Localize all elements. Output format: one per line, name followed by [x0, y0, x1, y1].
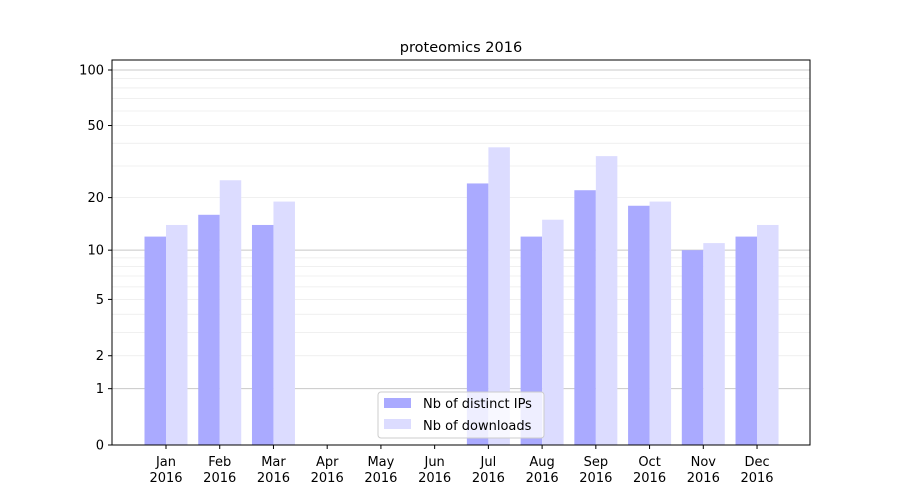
y-tick-label: 100	[79, 64, 104, 79]
x-tick-label-year: 2016	[526, 471, 559, 486]
legend-label-downloads: Nb of downloads	[423, 419, 532, 434]
y-axis: 0 1 2 5 10 20 50 100	[79, 64, 112, 454]
x-axis: Jan2016Feb2016Mar2016Apr2016May2016Jun20…	[149, 445, 774, 486]
bar-downloads	[649, 201, 672, 445]
legend-box	[377, 391, 545, 439]
axes-frame	[111, 59, 811, 446]
y-tick-label: 0	[96, 439, 104, 454]
x-tick-label-month: May	[367, 455, 394, 470]
y-tick-label: 1	[96, 382, 104, 397]
x-tick-label-month: Nov	[691, 455, 717, 470]
y-tick-label: 5	[96, 293, 104, 308]
bar-distinct-ips	[735, 236, 758, 445]
x-tick-label-year: 2016	[364, 471, 397, 486]
bar-distinct-ips	[251, 224, 274, 445]
x-tick-label-month: Mar	[261, 455, 286, 470]
bar-downloads	[166, 224, 188, 445]
x-tick-label-month: Aug	[529, 455, 554, 470]
x-tick-label-year: 2016	[257, 471, 290, 486]
x-tick-label-year: 2016	[311, 471, 344, 486]
legend-swatch-downloads	[384, 419, 411, 429]
bar-distinct-ips	[466, 183, 489, 446]
y-tick-label: 50	[87, 119, 104, 134]
bar-downloads	[488, 147, 510, 445]
x-tick-label-year: 2016	[740, 471, 773, 486]
x-tick-label-month: Oct	[638, 455, 660, 470]
y-tick-label: 20	[87, 191, 104, 206]
x-tick-label-month: Jan	[155, 455, 176, 470]
bar-distinct-ips	[628, 205, 650, 445]
x-tick-label-month: Feb	[208, 455, 231, 470]
x-tick-label-year: 2016	[149, 471, 182, 486]
x-tick-label-month: Sep	[584, 455, 609, 470]
bars	[144, 147, 779, 446]
x-tick-label-year: 2016	[687, 471, 720, 486]
bar-distinct-ips	[574, 190, 596, 445]
bar-distinct-ips	[144, 236, 166, 445]
legend: Nb of distinct IPs Nb of downloads	[377, 391, 545, 439]
bar-downloads	[595, 156, 618, 445]
legend-label-distinct-ips: Nb of distinct IPs	[423, 397, 532, 412]
x-tick-label-year: 2016	[579, 471, 612, 486]
bar-downloads	[542, 219, 564, 445]
x-tick-label-year: 2016	[203, 471, 236, 486]
bar-downloads	[219, 180, 242, 445]
x-tick-label-year: 2016	[633, 471, 666, 486]
legend-swatch-distinct-ips	[384, 398, 411, 408]
bar-distinct-ips	[198, 214, 220, 445]
x-tick-label-year: 2016	[418, 471, 451, 486]
bar-downloads	[273, 201, 295, 445]
y-tick-label: 10	[87, 244, 104, 259]
bar-distinct-ips	[681, 250, 704, 445]
x-tick-label-year: 2016	[472, 471, 505, 486]
y-tick-label: 2	[96, 349, 104, 364]
chart-title: proteomics 2016	[400, 40, 522, 56]
x-tick-label-month: Jul	[480, 455, 497, 470]
x-tick-label-month: Jun	[423, 455, 444, 470]
x-tick-label-month: Dec	[744, 455, 769, 470]
x-tick-label-month: Apr	[316, 455, 339, 470]
bar-downloads	[757, 224, 779, 445]
bar-downloads	[703, 243, 725, 445]
